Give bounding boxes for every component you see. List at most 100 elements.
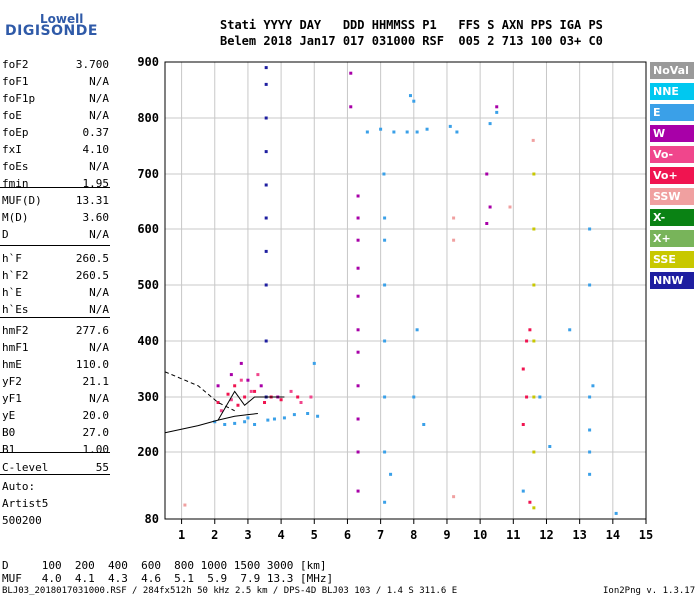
data-point <box>383 216 387 220</box>
legend-item: W <box>650 125 694 142</box>
data-point <box>532 339 536 343</box>
param-label: B0 <box>2 426 16 439</box>
data-point <box>356 216 360 220</box>
param-label: fxI <box>2 143 22 156</box>
param-label: C-level <box>2 461 49 474</box>
data-point <box>382 172 386 176</box>
x-tick-label: 1 <box>178 528 185 542</box>
data-point <box>495 105 499 109</box>
data-point <box>521 367 525 371</box>
auto-label: Auto: <box>2 480 36 493</box>
data-point <box>532 172 536 176</box>
data-point <box>259 384 263 388</box>
profile-line <box>164 413 258 434</box>
data-point <box>532 227 536 231</box>
param-row: foF1p N/A <box>2 92 109 108</box>
x-tick-label: 5 <box>311 528 318 542</box>
legend-item: NNW <box>650 272 694 289</box>
y-tick-label: 80 <box>145 512 159 526</box>
data-point <box>264 82 268 86</box>
profile-line <box>217 390 285 421</box>
data-point <box>356 194 360 198</box>
param-row: hmF2 277.6 <box>2 324 109 340</box>
param-row: h`F2 260.5 <box>2 269 109 285</box>
data-point <box>356 450 360 454</box>
data-point <box>588 472 592 476</box>
data-point <box>356 294 360 298</box>
x-tick-label: 12 <box>539 528 553 542</box>
param-row: D N/A <box>2 228 109 244</box>
data-point <box>488 122 492 126</box>
legend-item: E <box>650 104 694 121</box>
data-point <box>568 328 572 332</box>
param-value: 110.0 <box>75 358 109 371</box>
x-tick-label: 6 <box>344 528 351 542</box>
param-value: N/A <box>89 160 109 173</box>
param-row: yF1 N/A <box>2 392 109 408</box>
param-row: yE 20.0 <box>2 409 109 425</box>
legend-item: NNE <box>650 83 694 100</box>
data-point <box>495 110 499 114</box>
data-point <box>452 216 456 220</box>
data-point <box>425 127 429 131</box>
data-point <box>591 384 595 388</box>
param-value: N/A <box>89 392 109 405</box>
data-point <box>279 398 283 402</box>
data-point <box>412 395 416 399</box>
legend-item: Vo+ <box>650 167 694 184</box>
data-point <box>223 423 227 426</box>
data-point <box>349 105 353 109</box>
param-label: foF2 <box>2 58 29 71</box>
param-label: foEp <box>2 126 29 139</box>
data-point <box>528 328 532 332</box>
param-row: foF1 N/A <box>2 75 109 91</box>
legend-item: SSE <box>650 251 694 268</box>
separator <box>0 452 110 453</box>
muf-row: MUF 4.0 4.1 4.3 4.6 5.1 5.9 7.9 13.3 [MH… <box>2 572 334 585</box>
x-tick-label: 4 <box>277 528 284 542</box>
data-point <box>264 183 268 187</box>
logo-digisonde: DIGISONDE <box>5 23 98 39</box>
param-label: hmE <box>2 358 22 371</box>
y-tick-label: 900 <box>137 55 159 69</box>
data-point <box>264 216 268 220</box>
data-point <box>455 130 459 134</box>
param-row: hmF1 N/A <box>2 341 109 357</box>
param-label: h`Es <box>2 303 29 316</box>
param-row: fmin 1.95 <box>2 177 109 193</box>
data-point <box>356 266 360 270</box>
data-point <box>392 130 396 134</box>
param-value: 55 <box>95 461 109 474</box>
data-point <box>356 238 360 242</box>
data-point <box>246 378 250 382</box>
x-tick-label: 13 <box>572 528 586 542</box>
data-point <box>236 403 240 407</box>
param-value: N/A <box>89 92 109 105</box>
data-point <box>532 506 536 510</box>
data-point <box>528 500 532 504</box>
data-point <box>266 418 270 422</box>
param-row: hmE 110.0 <box>2 358 109 374</box>
separator <box>0 317 110 318</box>
separator <box>0 474 110 475</box>
param-value: 20.0 <box>82 409 110 422</box>
param-label: yF1 <box>2 392 22 405</box>
param-value: 3.700 <box>75 58 109 71</box>
param-label: foF1p <box>2 92 36 105</box>
param-label: h`E <box>2 286 22 299</box>
param-value: N/A <box>89 228 109 241</box>
data-point <box>316 414 320 418</box>
y-tick-label: 800 <box>137 111 159 125</box>
param-row: fxI 4.10 <box>2 143 109 159</box>
data-point <box>408 94 412 98</box>
param-row: M(D) 3.60 <box>2 211 109 227</box>
param-label: foF1 <box>2 75 29 88</box>
separator <box>0 245 110 246</box>
data-point <box>356 384 360 388</box>
data-point <box>405 130 409 134</box>
data-point <box>243 395 247 399</box>
param-label: h`F <box>2 252 22 265</box>
param-row: h`Es N/A <box>2 303 109 319</box>
data-point <box>309 395 313 399</box>
